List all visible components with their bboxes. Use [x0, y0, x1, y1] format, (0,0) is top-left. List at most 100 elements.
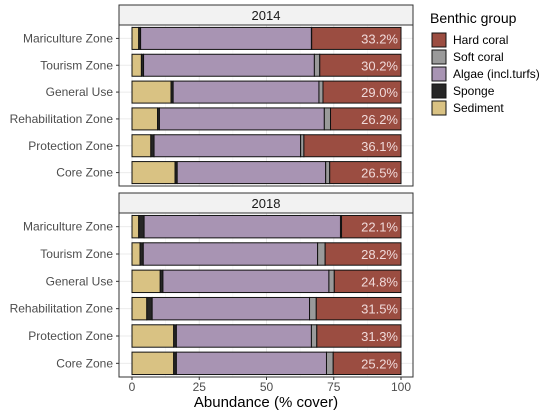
panel-2014: 2014 33.2% Mariculture Zone 30.2% Tourism Zo…	[10, 4, 414, 187]
bar-segment-sponge	[146, 296, 153, 321]
bar-segment-soft-coral	[313, 53, 321, 77]
legend-swatch	[431, 32, 447, 48]
y-tick-label: Tourism Zone	[40, 58, 113, 72]
y-tick-label: Core Zone	[56, 356, 113, 370]
bar-segment-algae-incl-turfs	[175, 324, 312, 348]
bar-segment-sediment	[131, 242, 141, 266]
legend-entry: Algae (incl.turfs)	[431, 66, 540, 82]
bar-segment-sediment	[131, 134, 152, 158]
bar-segment-algae-incl-turfs	[153, 134, 302, 158]
bar-segment-algae-incl-turfs	[175, 351, 327, 376]
x-tick-label: 0	[129, 380, 136, 394]
bar-segment-sediment	[131, 80, 172, 104]
legend-swatch	[431, 83, 447, 99]
bar-segment-hard-coral	[303, 134, 402, 158]
data-label: 31.5%	[361, 302, 398, 317]
bar-segment-hard-coral	[330, 107, 402, 131]
bar-row: 22.1%	[131, 214, 402, 239]
bar-segment-sediment	[131, 214, 140, 239]
bar-row: 26.2%	[131, 107, 402, 131]
bar-row: 31.5%	[131, 296, 402, 321]
bar-segment-soft-coral	[325, 161, 331, 185]
bar-segment-hard-coral	[315, 296, 402, 321]
data-label: 30.2%	[361, 58, 398, 73]
bar-segment-hard-coral	[324, 242, 402, 266]
bar-segment-hard-coral	[316, 324, 402, 348]
chart-panels: 2014 33.2% Mariculture Zone 30.2% Tourism Zo…	[10, 4, 414, 378]
legend-swatch	[431, 66, 447, 82]
panel-strip-title: 2014	[252, 8, 281, 23]
y-tick-label: Rehabilitation Zone	[10, 112, 114, 126]
data-label: 26.5%	[361, 166, 398, 181]
legend-label: Hard coral	[453, 33, 508, 47]
bar-segment-hard-coral	[311, 26, 402, 50]
bar-segment-algae-incl-turfs	[176, 161, 327, 185]
y-tick-label: Protection Zone	[28, 139, 113, 153]
bar-segment-algae-incl-turfs	[142, 242, 319, 266]
bar-row: 29.0%	[131, 80, 402, 104]
legend-label: Sponge	[453, 84, 495, 98]
legend-entry: Sponge	[431, 83, 495, 99]
bar-row: 25.2%	[131, 351, 402, 376]
bar-segment-algae-incl-turfs	[143, 214, 341, 239]
bar-segment-hard-coral	[333, 269, 402, 294]
bar-segment-sponge	[138, 214, 145, 239]
bar-segment-soft-coral	[323, 107, 332, 131]
y-tick-label: Tourism Zone	[40, 247, 113, 261]
legend-swatch	[431, 100, 447, 116]
bar-segment-algae-incl-turfs	[143, 53, 315, 77]
legend-label: Soft coral	[453, 50, 504, 64]
bar-row: 30.2%	[131, 53, 402, 77]
legend-entry: Soft coral	[431, 49, 504, 65]
bar-segment-algae-incl-turfs	[151, 296, 311, 321]
bar-segment-hard-coral	[319, 53, 402, 77]
bar-segment-sediment	[131, 324, 175, 348]
legend-swatch	[431, 49, 447, 65]
bar-segment-algae-incl-turfs	[162, 269, 330, 294]
legend-label: Sediment	[453, 101, 504, 115]
legend-entry: Hard coral	[431, 32, 508, 48]
panel-2018: 2018 22.1% Mariculture Zone 28.2% Tourism Zo…	[10, 192, 414, 378]
bar-segment-sediment	[131, 296, 148, 321]
legend-entry: Sediment	[431, 100, 504, 116]
x-tick-label: 25	[193, 380, 207, 394]
y-tick-label: General Use	[46, 85, 114, 99]
bar-segment-sediment	[131, 351, 175, 376]
y-tick-label: Mariculture Zone	[23, 31, 113, 45]
bar-row: 28.2%	[131, 242, 402, 266]
bar-segment-algae-incl-turfs	[172, 80, 320, 104]
bar-segment-soft-coral	[317, 242, 326, 266]
data-label: 26.2%	[361, 112, 398, 127]
panel-border	[118, 24, 414, 187]
legend-title: Benthic group	[430, 10, 517, 26]
data-label: 22.1%	[361, 220, 398, 235]
x-axis-label: Abundance (% cover)	[194, 394, 338, 411]
bar-row: 24.8%	[131, 269, 402, 294]
bar-segment-hard-coral	[329, 161, 402, 185]
data-label: 36.1%	[361, 139, 398, 154]
y-tick-label: Rehabilitation Zone	[10, 302, 114, 316]
x-tick-label: 50	[260, 380, 274, 394]
bar-segment-soft-coral	[325, 351, 334, 376]
legend: Benthic group Hard coral Soft coral Algae (…	[430, 10, 540, 116]
x-tick-label: 75	[327, 380, 341, 394]
bar-segment-soft-coral	[310, 324, 318, 348]
data-label: 25.2%	[361, 356, 398, 371]
bar-segment-hard-coral	[341, 214, 402, 239]
bar-row: 33.2%	[131, 26, 402, 50]
data-label: 33.2%	[361, 31, 398, 46]
panel-strip-title: 2018	[252, 196, 281, 211]
bar-segment-sediment	[131, 107, 159, 131]
y-tick-label: Mariculture Zone	[23, 220, 113, 234]
bar-segment-hard-coral	[332, 351, 402, 376]
bar-segment-sediment	[131, 53, 142, 77]
bar-segment-sediment	[131, 161, 176, 185]
legend-label: Algae (incl.turfs)	[453, 67, 540, 81]
data-label: 29.0%	[361, 85, 398, 100]
y-tick-label: Protection Zone	[28, 329, 113, 343]
y-tick-label: General Use	[46, 274, 114, 288]
x-axis: 0 25 50 75 100	[129, 377, 411, 394]
data-label: 24.8%	[361, 274, 398, 289]
bar-segment-sediment	[131, 26, 140, 50]
